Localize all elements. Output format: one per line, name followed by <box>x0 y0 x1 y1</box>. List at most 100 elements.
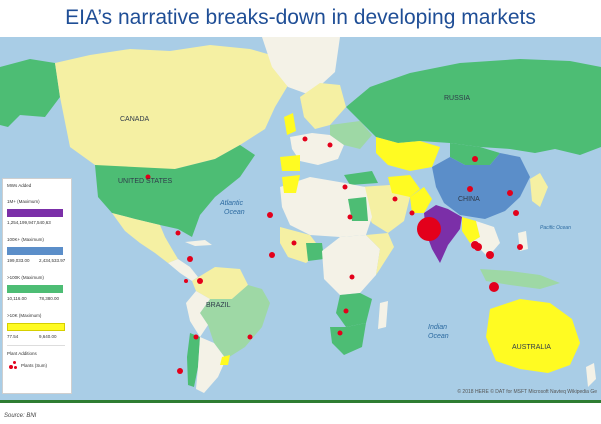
country-uruguay[interactable] <box>220 355 230 365</box>
country-canada[interactable] <box>55 45 290 169</box>
country-nigeria[interactable] <box>306 243 324 261</box>
legend-band-1-label: 1M+ (Maximum) <box>7 199 40 204</box>
country-zambia-region[interactable] <box>336 293 372 327</box>
country-greenland[interactable] <box>262 37 340 95</box>
plant-dot[interactable] <box>513 210 519 216</box>
plant-dot[interactable] <box>327 142 333 148</box>
legend-dot-icon <box>14 366 17 369</box>
label-canada: CANADA <box>120 116 150 123</box>
plant-dot[interactable] <box>187 256 193 262</box>
country-indonesia[interactable] <box>480 269 560 289</box>
country-madagascar[interactable] <box>378 301 388 329</box>
source-note: Source: BNI <box>4 413 37 419</box>
legend-title: MWs Added <box>7 183 32 188</box>
plant-dot[interactable] <box>269 252 275 258</box>
country-cuba[interactable] <box>185 240 212 246</box>
legend-swatch-green <box>7 285 63 293</box>
country-mexico[interactable] <box>112 213 178 263</box>
label-australia: AUSTRALIA <box>512 344 551 351</box>
legend-plants-title: Plant Additions <box>7 351 37 356</box>
country-bangladesh-myanmar[interactable] <box>462 217 480 243</box>
legend-band-3-label: >100K (Maximum) <box>7 275 44 280</box>
plant-dot[interactable] <box>337 330 343 336</box>
country-scandinavia[interactable] <box>300 83 346 129</box>
country-north-africa[interactable] <box>280 177 372 237</box>
country-uk[interactable] <box>284 113 296 135</box>
plant-dot[interactable] <box>409 210 415 216</box>
label-china: CHINA <box>458 196 480 203</box>
plant-dot[interactable] <box>467 186 473 192</box>
plant-dot[interactable] <box>392 196 398 202</box>
country-alaska[interactable] <box>0 59 60 127</box>
label-indian: Indian <box>428 324 447 331</box>
plant-dot[interactable] <box>291 240 297 246</box>
country-korea-japan[interactable] <box>530 173 548 207</box>
country-eastern-europe[interactable] <box>330 121 372 149</box>
plant-dot[interactable] <box>197 278 203 284</box>
country-morocco[interactable] <box>282 175 300 193</box>
country-new-zealand[interactable] <box>586 363 596 387</box>
label-atlantic: Atlantic <box>219 200 243 207</box>
plant-dot[interactable] <box>486 251 494 259</box>
legend-band-3-min: 10,116.00 <box>7 296 27 301</box>
label-united-states: UNITED STATES <box>118 178 173 185</box>
plant-dot[interactable] <box>507 190 513 196</box>
legend-band-4-label: >10K (Maximum) <box>7 313 42 318</box>
plant-dot[interactable] <box>472 156 478 162</box>
legend-band-2-max: 2,434,533.97 <box>39 258 66 263</box>
country-australia[interactable] <box>486 299 580 373</box>
world-map[interactable]: CANADA UNITED STATES RUSSIA CHINA BRAZIL… <box>0 37 601 400</box>
plant-dot[interactable] <box>177 368 183 374</box>
label-indian-2: Ocean <box>428 333 449 340</box>
label-russia: RUSSIA <box>444 95 470 102</box>
country-china[interactable] <box>432 153 530 219</box>
plant-dot[interactable] <box>193 334 199 340</box>
plant-dot[interactable] <box>347 214 353 220</box>
plant-dot[interactable] <box>474 243 482 251</box>
map-legend: MWs Added 1M+ (Maximum) 1,254,199,947,54… <box>2 178 72 394</box>
legend-dot-icon <box>9 365 13 369</box>
country-brazil[interactable] <box>200 285 270 359</box>
legend-band-1-min: 1,254,199,947,540,63 <box>7 220 51 225</box>
country-egypt[interactable] <box>348 197 368 221</box>
map-credit[interactable]: © 2018 HERE © DAT for MSFT Microsoft Nav… <box>457 389 597 395</box>
country-peru-bolivia[interactable] <box>186 291 210 337</box>
legend-divider <box>7 345 65 346</box>
legend-band-2-min: 199,033.00 <box>7 258 30 263</box>
country-central-america[interactable] <box>168 259 198 281</box>
country-chile[interactable] <box>187 333 200 387</box>
country-turkey[interactable] <box>344 171 378 185</box>
plant-dot[interactable] <box>175 230 181 236</box>
plant-dot[interactable] <box>184 279 188 283</box>
country-colombia-venezuela[interactable] <box>192 267 248 299</box>
plant-dot[interactable] <box>302 136 308 142</box>
label-atlantic-2: Ocean <box>224 209 245 216</box>
country-argentina[interactable] <box>196 337 226 393</box>
chart-title: EIA’s narrative breaks-down in developin… <box>65 6 536 29</box>
country-iberia[interactable] <box>280 155 300 171</box>
plant-dot[interactable] <box>489 282 499 292</box>
country-east-africa[interactable] <box>366 233 394 275</box>
country-mongolia[interactable] <box>450 143 500 165</box>
plant-dot[interactable] <box>349 274 355 280</box>
plant-dot[interactable] <box>342 184 348 190</box>
country-russia[interactable] <box>346 59 601 155</box>
plant-dot[interactable] <box>417 217 441 241</box>
legend-band-4-min: 77.54 <box>7 334 19 339</box>
country-central-africa[interactable] <box>322 235 380 295</box>
plant-dot[interactable] <box>145 174 151 180</box>
map-canvas[interactable]: CANADA UNITED STATES RUSSIA CHINA BRAZIL… <box>0 37 601 400</box>
bottom-divider <box>0 400 601 403</box>
country-iran[interactable] <box>388 175 420 197</box>
country-kazakhstan[interactable] <box>376 137 440 171</box>
plant-dot[interactable] <box>247 334 253 340</box>
country-middle-east[interactable] <box>360 185 410 233</box>
country-pakistan[interactable] <box>410 187 432 213</box>
plant-dot[interactable] <box>343 308 349 314</box>
plant-dot[interactable] <box>267 212 273 218</box>
legend-band-2-label: 100K+ (Maximum) <box>7 237 44 242</box>
legend-band-4-max: 9,640.00 <box>39 334 57 339</box>
country-united-states[interactable] <box>95 145 255 237</box>
country-southeast-asia[interactable] <box>470 221 500 257</box>
plant-dot[interactable] <box>517 244 523 250</box>
